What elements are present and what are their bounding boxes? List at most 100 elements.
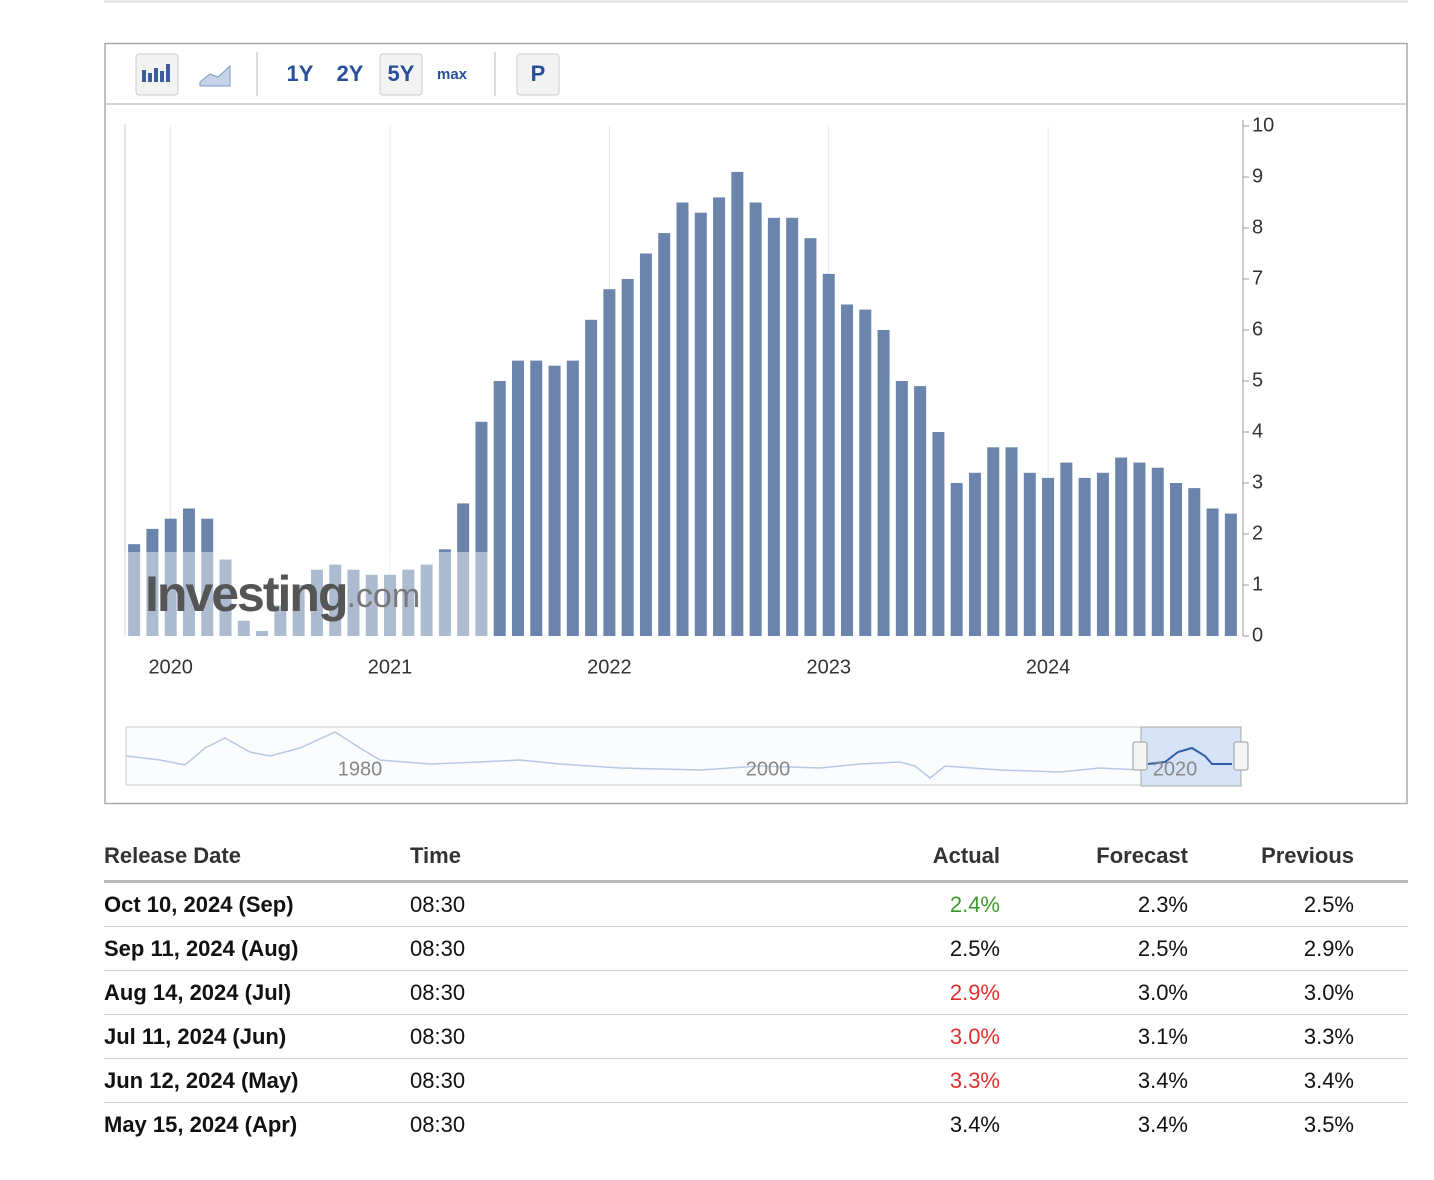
- bar: [511, 360, 524, 636]
- table-cell: 3.3%: [1303, 1024, 1354, 1049]
- bar: [968, 472, 981, 636]
- header-cell: Release Date: [104, 843, 241, 868]
- table-cell: 08:30: [410, 936, 466, 961]
- bar: [749, 202, 762, 636]
- bar: [932, 432, 945, 636]
- p-button[interactable]: P: [531, 61, 546, 86]
- bar: [347, 569, 360, 636]
- header-cell: Forecast: [1096, 843, 1188, 868]
- bar: [585, 319, 598, 636]
- table-cell: 3.5%: [1303, 1112, 1354, 1137]
- bar: [219, 559, 232, 636]
- bar: [786, 217, 799, 637]
- y-tick-label: 6: [1252, 318, 1263, 340]
- row-separator: [104, 1014, 1408, 1015]
- bar: [676, 202, 689, 636]
- bar: [731, 171, 744, 636]
- bar: [658, 233, 671, 636]
- navigator-selected-line: [1147, 746, 1232, 765]
- bar: [1023, 472, 1036, 636]
- bar: [914, 386, 927, 636]
- bar: [256, 630, 269, 636]
- bar: [859, 309, 872, 636]
- bar: [1005, 447, 1018, 636]
- bar: [987, 447, 1000, 636]
- navigator-label: 2020: [1153, 758, 1198, 780]
- bar: [767, 217, 780, 637]
- header-cell: Actual: [932, 843, 1000, 868]
- bar: [420, 564, 433, 636]
- header-cell: Previous: [1261, 843, 1354, 868]
- row-separator: [104, 926, 1408, 927]
- navigator-label: 1980: [338, 758, 383, 780]
- x-tick-label: 2021: [368, 656, 413, 678]
- x-tick-label: 2020: [148, 656, 193, 678]
- table-cell: 2.5%: [1137, 936, 1188, 961]
- table-cell: 3.0%: [1137, 980, 1188, 1005]
- table-row: Jun 12, 2024 (May) 08:30 3.3% 3.4% 3.4%: [104, 1059, 1408, 1103]
- bar: [841, 304, 854, 636]
- y-tick-label: 9: [1252, 165, 1263, 187]
- y-tick-label: 4: [1252, 420, 1263, 442]
- table-row: May 15, 2024 (Apr) 08:30 3.4% 3.4% 3.5%: [104, 1103, 1408, 1147]
- navigator-handle[interactable]: [1233, 741, 1249, 771]
- bar: [1224, 513, 1237, 636]
- table-cell: 2.9%: [1303, 936, 1354, 961]
- bar: [1170, 483, 1183, 636]
- bar: [1078, 477, 1091, 636]
- navigator-handle[interactable]: [1132, 741, 1148, 771]
- table-cell: 3.4%: [1303, 1068, 1354, 1093]
- bar-icon: [142, 64, 170, 82]
- bar: [457, 503, 470, 636]
- bar: [384, 574, 397, 636]
- p-button-box: [516, 53, 560, 96]
- bar: [292, 585, 305, 636]
- line-chart-button[interactable]: [199, 64, 231, 87]
- table-cell: 2.5%: [949, 936, 1000, 961]
- bar: [530, 360, 543, 636]
- bar: [402, 569, 415, 636]
- table-cell: 3.3%: [949, 1068, 1000, 1093]
- bar: [329, 564, 342, 636]
- bar: [1151, 467, 1164, 636]
- bar: [621, 279, 634, 636]
- table-cell: 08:30: [410, 980, 466, 1005]
- bar: [365, 574, 378, 636]
- range-button[interactable]: 5Y: [388, 61, 415, 86]
- bar: [1188, 488, 1201, 636]
- header-rule: [104, 880, 1408, 883]
- table-cell: 3.4%: [949, 1112, 1000, 1137]
- table-cell: Jun 12, 2024 (May): [104, 1068, 299, 1093]
- range-button[interactable]: 2Y: [337, 61, 364, 86]
- watermark: Investing.com: [145, 566, 420, 622]
- table-cell: Sep 11, 2024 (Aug): [104, 936, 299, 961]
- table-row: Sep 11, 2024 (Aug) 08:30 2.5% 2.5% 2.9%: [104, 927, 1408, 971]
- table-cell: 2.4%: [949, 892, 1000, 917]
- row-separator: [104, 1058, 1408, 1059]
- table-cell: 2.9%: [949, 980, 1000, 1005]
- bar: [182, 508, 195, 636]
- table-cell: 3.1%: [1137, 1024, 1188, 1049]
- table-cell: 08:30: [410, 1068, 466, 1093]
- y-tick-label: 7: [1252, 267, 1263, 289]
- table-cell: Aug 14, 2024 (Jul): [104, 980, 292, 1005]
- table-cell: 2.3%: [1137, 892, 1188, 917]
- range-button[interactable]: 1Y: [287, 61, 314, 86]
- x-tick-label: 2024: [1026, 656, 1071, 678]
- range-button[interactable]: max: [437, 66, 468, 83]
- bar: [877, 330, 890, 636]
- table-header: Release Date Time Actual Forecast Previous: [104, 834, 1408, 878]
- table-cell: 2.5%: [1303, 892, 1354, 917]
- table-cell: Oct 10, 2024 (Sep): [104, 892, 294, 917]
- bar: [566, 360, 579, 636]
- table-cell: 3.0%: [949, 1024, 1000, 1049]
- bar: [950, 483, 963, 636]
- header-cell: Time: [410, 843, 461, 868]
- bar: [1042, 477, 1055, 636]
- bar: [310, 569, 323, 636]
- bar: [548, 365, 561, 636]
- bar: [128, 544, 141, 636]
- table-row: Jul 11, 2024 (Jun) 08:30 3.0% 3.1% 3.3%: [104, 1015, 1408, 1059]
- x-tick-label: 2022: [587, 656, 632, 678]
- table-cell: 3.0%: [1303, 980, 1354, 1005]
